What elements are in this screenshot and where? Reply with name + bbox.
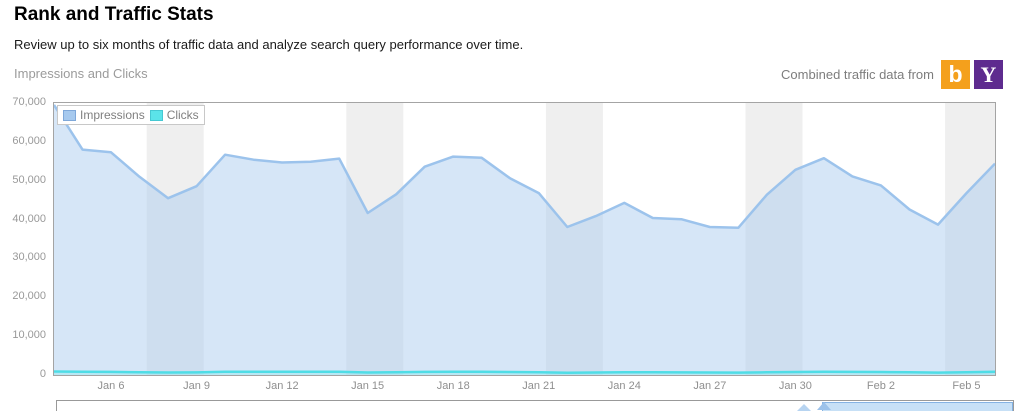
yahoo-icon: Y bbox=[974, 60, 1003, 89]
y-tick-label: 0 bbox=[39, 368, 46, 380]
x-tick-label: Jan 9 bbox=[183, 380, 211, 392]
page-subtitle: Review up to six months of traffic data … bbox=[14, 37, 524, 52]
x-tick-label: Jan 6 bbox=[97, 380, 125, 392]
page-title: Rank and Traffic Stats bbox=[14, 4, 214, 25]
x-tick-label: Jan 18 bbox=[436, 380, 470, 392]
yahoo-letter: Y bbox=[980, 62, 997, 87]
legend-label: Clicks bbox=[166, 108, 199, 122]
y-tick-label: 20,000 bbox=[12, 290, 46, 303]
x-tick-label: Jan 15 bbox=[351, 380, 385, 392]
x-tick-label: Jan 21 bbox=[522, 380, 556, 392]
y-tick-label: 70,000 bbox=[12, 96, 46, 108]
bing-icon: b bbox=[941, 60, 970, 89]
range-slider-selection[interactable] bbox=[822, 402, 1013, 411]
slider-handle-icon[interactable] bbox=[796, 404, 812, 411]
impressions-clicks-chart[interactable] bbox=[54, 103, 995, 375]
chart-legend: Impressions Clicks bbox=[57, 105, 205, 125]
y-tick-label: 60,000 bbox=[12, 134, 46, 147]
x-tick-label: Jan 24 bbox=[607, 380, 641, 392]
legend-label: Impressions bbox=[80, 108, 145, 122]
combined-traffic-label: Combined traffic data from bbox=[781, 67, 934, 82]
y-tick-label: 40,000 bbox=[12, 212, 46, 225]
bing-letter: b bbox=[948, 61, 963, 87]
impressions-swatch-icon bbox=[63, 109, 76, 121]
y-tick-label: 50,000 bbox=[12, 173, 46, 186]
x-tick-label: Feb 5 bbox=[952, 380, 981, 392]
x-tick-label: Jan 30 bbox=[778, 380, 812, 392]
clicks-swatch-icon bbox=[149, 109, 163, 121]
x-tick-label: Feb 2 bbox=[866, 380, 895, 392]
slider-handle-icon[interactable] bbox=[817, 402, 831, 410]
plot-area[interactable]: Impressions Clicks bbox=[53, 102, 996, 376]
y-tick-label: 30,000 bbox=[12, 251, 46, 264]
legend-item-clicks: Clicks bbox=[149, 108, 199, 122]
y-tick-label: 10,000 bbox=[12, 329, 46, 342]
x-tick-label: Jan 27 bbox=[693, 380, 727, 392]
section-label: Impressions and Clicks bbox=[14, 66, 148, 81]
x-tick-label: Jan 12 bbox=[265, 380, 299, 392]
combined-traffic-source: Combined traffic data from b Y bbox=[781, 59, 1003, 90]
legend-item-impressions: Impressions bbox=[63, 108, 145, 122]
range-slider[interactable] bbox=[56, 400, 1014, 411]
